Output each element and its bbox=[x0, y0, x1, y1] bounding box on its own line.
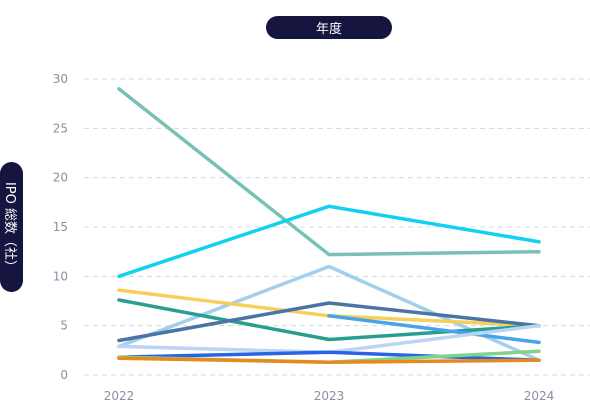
series-line-11 bbox=[117, 356, 541, 364]
y-tick-label: 25 bbox=[53, 121, 68, 135]
gridlines bbox=[84, 78, 590, 376]
y-axis-ticks: 0 5 10 15 20 25 30 bbox=[53, 72, 68, 382]
series-line-6 bbox=[117, 301, 541, 343]
series-line-9 bbox=[117, 350, 541, 362]
x-tick-label: 2024 bbox=[524, 389, 555, 403]
y-tick-label: 0 bbox=[60, 368, 68, 382]
y-tick-label: 10 bbox=[53, 269, 68, 283]
series-line-2 bbox=[117, 204, 541, 279]
y-tick-label: 5 bbox=[60, 319, 68, 333]
series-line-7 bbox=[327, 314, 541, 345]
y-axis-title-text: IPO 総数（社） bbox=[2, 181, 18, 273]
x-axis-title-text: 年度 bbox=[315, 22, 342, 37]
y-axis-title: IPO 総数（社） bbox=[0, 162, 23, 292]
x-tick-label: 2023 bbox=[314, 389, 345, 403]
series-line-1 bbox=[117, 87, 541, 257]
series-lines bbox=[117, 87, 541, 364]
y-tick-label: 20 bbox=[53, 171, 68, 185]
x-tick-label: 2022 bbox=[104, 389, 135, 403]
y-tick-label: 30 bbox=[53, 72, 68, 86]
x-axis-title: 年度 bbox=[266, 16, 392, 39]
series-line-5 bbox=[117, 298, 541, 342]
y-tick-label: 15 bbox=[53, 220, 68, 234]
x-axis-ticks: 2022 2023 2024 bbox=[104, 389, 555, 403]
